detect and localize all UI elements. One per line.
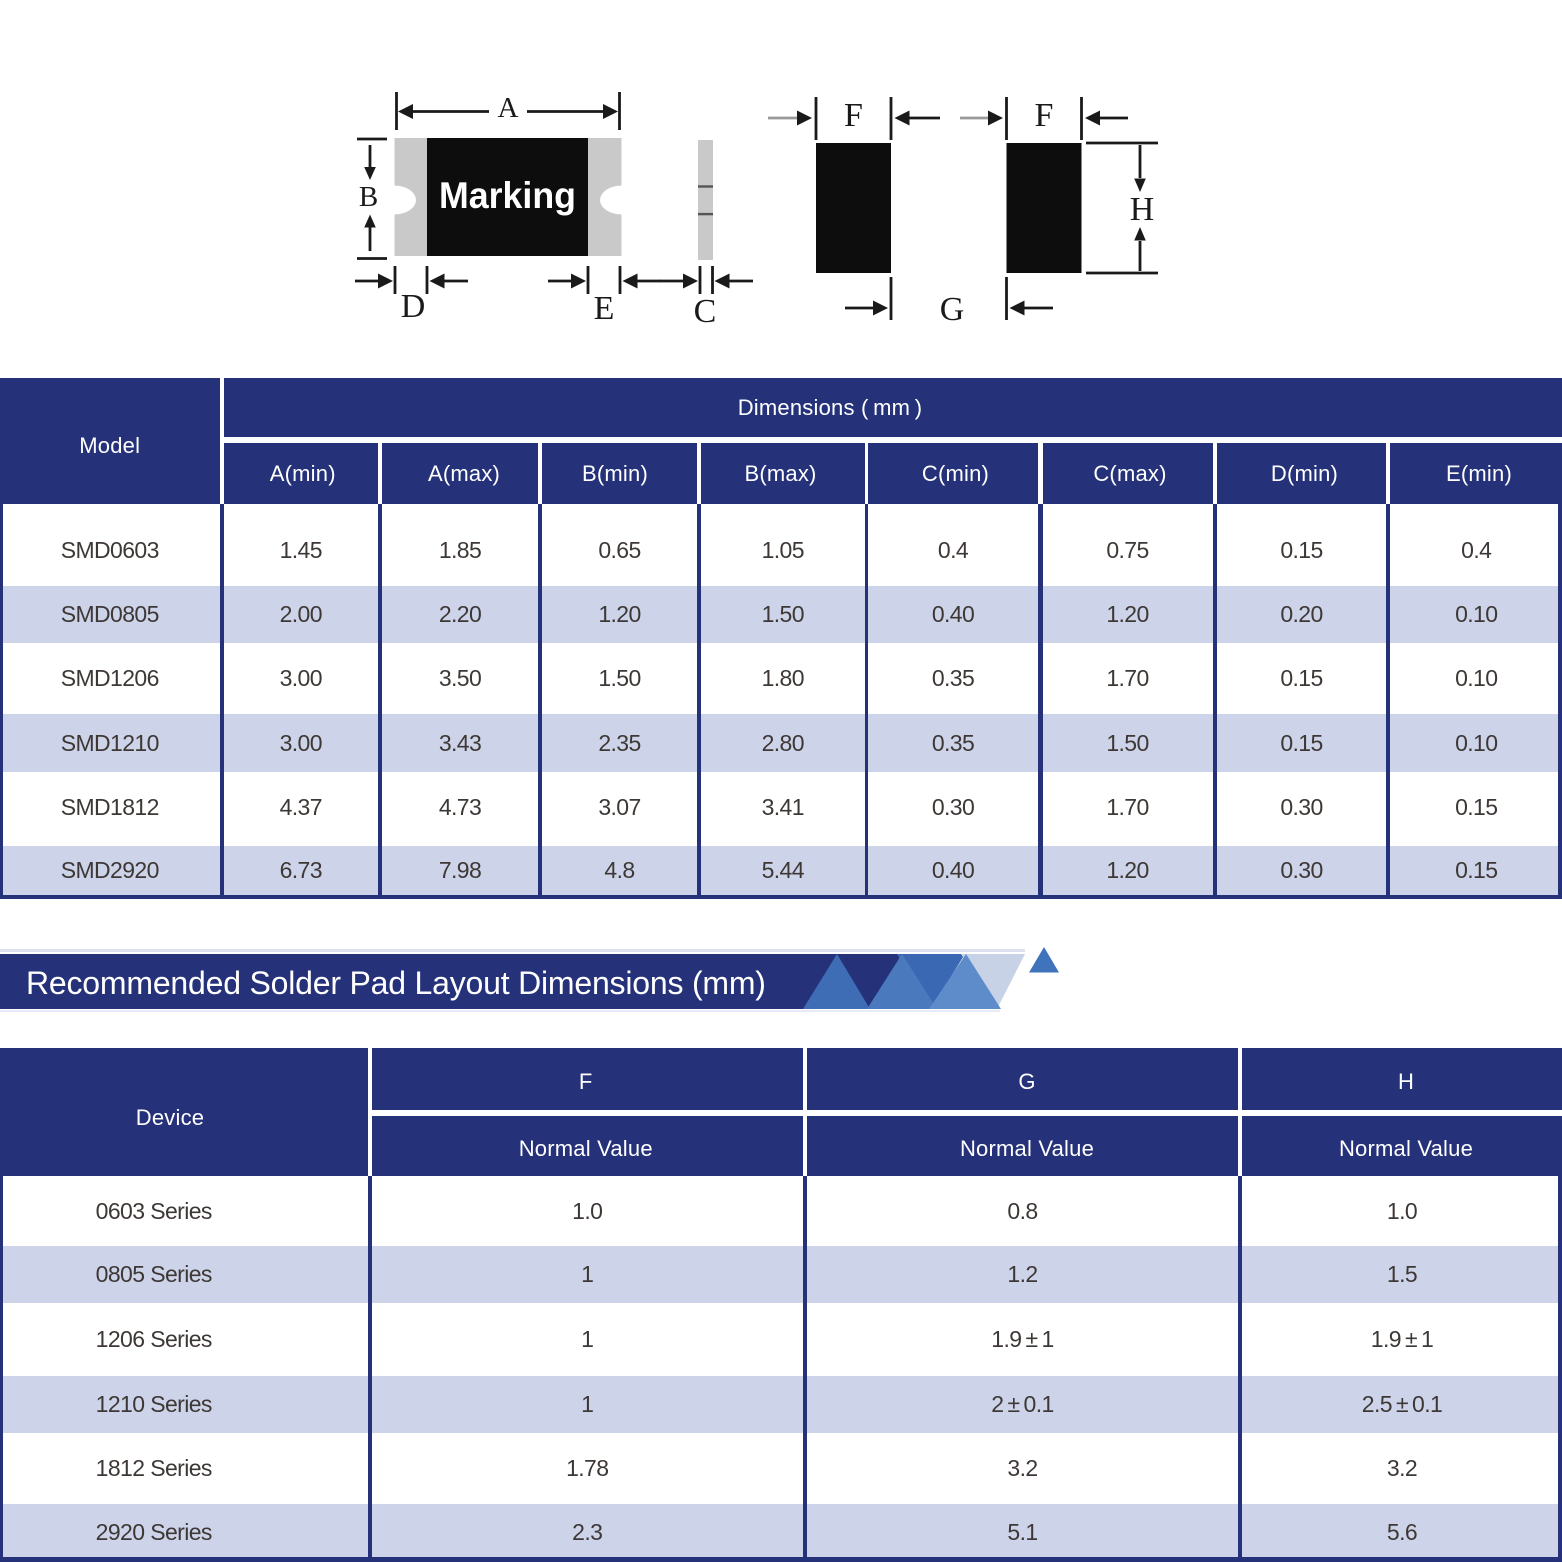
svg-text:E: E [594, 290, 615, 327]
svg-text:H: H [1130, 191, 1155, 228]
svg-text:F: F [1035, 97, 1054, 134]
svg-text:D: D [401, 288, 426, 325]
svg-text:A: A [498, 92, 519, 124]
svg-text:Marking: Marking [439, 175, 576, 216]
svg-text:B: B [359, 181, 378, 213]
svg-text:F: F [844, 97, 863, 134]
svg-text:G: G [940, 291, 965, 328]
svg-text:C: C [694, 293, 717, 330]
